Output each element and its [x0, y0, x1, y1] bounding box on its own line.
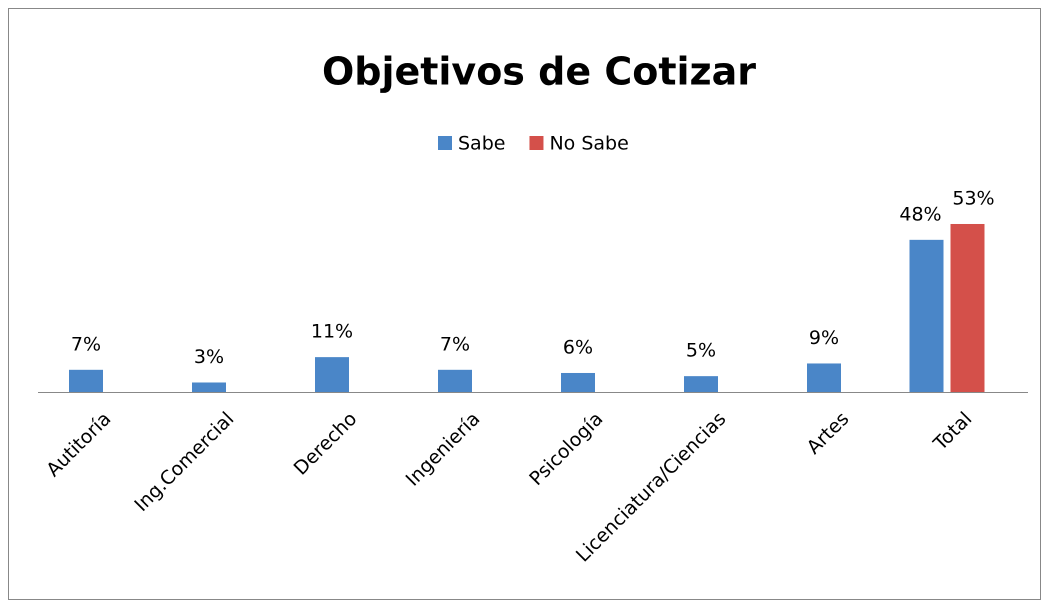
legend-label: Sabe [458, 133, 505, 155]
bar [315, 357, 349, 392]
chart-title: Objetivos de Cotizar [322, 50, 756, 94]
value-label: 7% [440, 333, 470, 355]
legend-swatch [438, 136, 452, 150]
value-label: 3% [194, 346, 224, 368]
value-label: 7% [71, 333, 101, 355]
value-label: 11% [311, 321, 353, 343]
chart-border [8, 8, 1041, 600]
bar [807, 363, 841, 392]
legend-label: No Sabe [549, 133, 628, 155]
value-label: 48% [899, 203, 941, 225]
value-label: 53% [952, 187, 994, 209]
bar [438, 369, 472, 392]
bar [69, 369, 103, 392]
value-label: 6% [563, 336, 593, 358]
legend-swatch [529, 136, 544, 150]
bar [684, 376, 718, 392]
bar [950, 223, 985, 392]
bar [909, 239, 944, 392]
bar [192, 382, 226, 392]
value-label: 5% [686, 340, 716, 362]
value-label: 9% [809, 327, 839, 349]
bar [561, 372, 595, 392]
